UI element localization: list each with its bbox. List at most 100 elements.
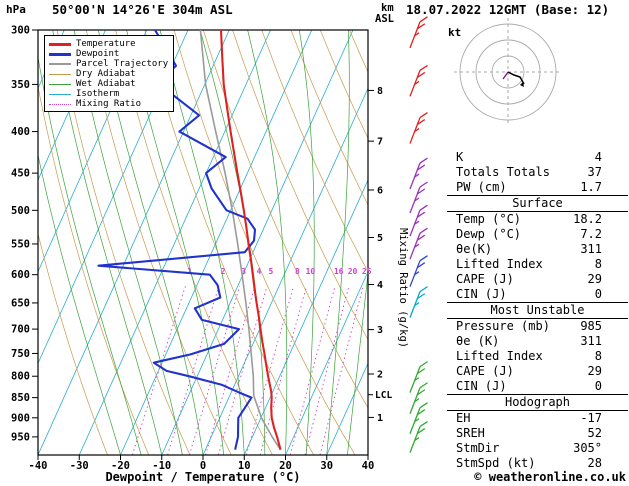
mixing-ratio-axis-label: Mixing Ratio (g/kg) xyxy=(397,228,409,348)
temperature-tick-label: -30 xyxy=(70,460,89,472)
stat-row: θe (K) 311 xyxy=(447,334,628,349)
legend-label: Parcel Trajectory xyxy=(76,59,169,69)
stat-row: CIN (J) 0 xyxy=(447,379,628,394)
stat-row: PW (cm) 1.7 xyxy=(447,180,628,195)
temperature-tick-label: -10 xyxy=(152,460,171,472)
temperature-tick-label: -20 xyxy=(111,460,130,472)
stat-label: CAPE (J) xyxy=(456,364,514,378)
wind-barb xyxy=(409,157,428,190)
skewt-svg: 3003504004505005506006507007508008509009… xyxy=(11,16,440,472)
stat-row: Lifted Index 8 xyxy=(447,349,628,364)
stat-label: K xyxy=(456,150,464,164)
mixing-ratio-value-label: 20 xyxy=(348,267,358,276)
wind-barb xyxy=(409,402,428,434)
stat-row: EH -17 xyxy=(447,411,628,426)
stat-value: 0 xyxy=(594,379,602,393)
wet-adiabat-line xyxy=(247,30,288,455)
wet-adiabat-line xyxy=(38,55,142,455)
stat-value: 8 xyxy=(594,349,602,363)
pressure-tick-label: 400 xyxy=(11,126,30,138)
pressure-tick-label: 500 xyxy=(11,205,30,217)
wet-adiabat-line xyxy=(389,30,440,455)
mixing-ratio-line xyxy=(245,286,294,455)
stat-value: 28 xyxy=(587,456,602,470)
pressure-tick-label: 350 xyxy=(11,79,30,91)
stat-value: 8 xyxy=(594,257,602,271)
stat-row: Lifted Index 8 xyxy=(447,257,628,272)
wet-adiabat-line xyxy=(98,30,204,455)
pressure-tick-label: 950 xyxy=(11,431,30,443)
stat-row: CAPE (J) 29 xyxy=(447,272,628,287)
stat-label: θe(K) xyxy=(456,242,493,256)
km-tick-label: 4 xyxy=(377,280,383,291)
mixing-ratio-line xyxy=(289,286,336,455)
stat-value: 37 xyxy=(587,165,602,179)
stat-row: CAPE (J) 29 xyxy=(447,364,628,379)
stat-value: 4 xyxy=(594,150,602,164)
legend-item: Dry Adiabat xyxy=(49,69,168,79)
x-axis-title: Dewpoint / Temperature (°C) xyxy=(105,470,301,484)
stat-label: Lifted Index xyxy=(456,257,543,271)
stat-value: 18.2 xyxy=(573,212,602,226)
km-tick-label: 3 xyxy=(377,325,383,336)
pressure-tick-label: 450 xyxy=(11,168,30,180)
wet-adiabat-line xyxy=(430,30,440,455)
legend-swatch xyxy=(49,93,71,95)
stat-row: SREH 52 xyxy=(447,426,628,441)
stat-label: EH xyxy=(456,411,471,425)
mixing-ratio-line xyxy=(131,286,186,455)
temperature-tick-label: 0 xyxy=(200,460,206,472)
stat-row: StmDir 305° xyxy=(447,441,628,456)
mixing-ratio-line xyxy=(319,286,364,455)
section-title: Hodograph xyxy=(447,394,628,411)
legend-item: Parcel Trajectory xyxy=(49,59,168,69)
section-title: Most Unstable xyxy=(447,302,628,319)
isotherm-line xyxy=(202,87,368,455)
legend-item: Mixing Ratio xyxy=(49,99,168,109)
temperature-tick-label: 40 xyxy=(362,460,375,472)
wind-barb xyxy=(409,286,428,318)
stat-value: 7.2 xyxy=(580,227,602,241)
wind-barb xyxy=(409,204,428,237)
temperature-tick-label: 30 xyxy=(320,460,333,472)
dry-adiabat-line xyxy=(115,30,273,455)
asl-axis-label: ASL xyxy=(375,13,394,25)
isotherm-line xyxy=(78,30,271,455)
km-tick-label: 2 xyxy=(377,370,383,381)
mixing-ratio-value-label: 10 xyxy=(306,267,316,276)
stat-label: θe (K) xyxy=(456,334,500,348)
dry-adiabat-line xyxy=(349,30,368,73)
datetime-title: 18.07.2022 12GMT (Base: 12) xyxy=(406,2,610,17)
pressure-tick-label: 550 xyxy=(11,238,30,250)
legend-swatch xyxy=(49,52,71,56)
dry-adiabat-line xyxy=(202,30,368,409)
dry-adiabat-line xyxy=(261,30,368,273)
wet-adiabat-line xyxy=(159,30,245,455)
stat-value: 985 xyxy=(580,319,602,333)
legend-swatch xyxy=(49,63,71,65)
stat-value: 1.7 xyxy=(580,180,602,194)
legend-item: Temperature xyxy=(49,39,168,49)
isotherm-line xyxy=(326,362,368,455)
hodograph-trace xyxy=(507,71,525,85)
lcl-label: LCL xyxy=(375,390,392,401)
legend-label: Dewpoint xyxy=(76,49,120,59)
mixing-ratio-value-label: 1 xyxy=(187,267,192,276)
sounding-profiles xyxy=(97,30,282,451)
km-tick-label: 7 xyxy=(377,137,383,148)
wet-adiabat-line xyxy=(73,30,183,455)
mixing-ratio-line xyxy=(188,286,241,455)
background-lines xyxy=(38,30,440,455)
dry-adiabat-line xyxy=(56,30,191,455)
km-tick-label: 5 xyxy=(377,233,383,244)
pressure-tick-label: 300 xyxy=(11,25,30,37)
mixing-ratio-value-label: 4 xyxy=(256,267,261,276)
stats-table: K 4 Totals Totals 37 PW (cm) 1.7 Surface Temp (… xyxy=(447,150,628,471)
mixing-ratio-line xyxy=(217,286,268,455)
km-axis-label: km xyxy=(381,2,394,14)
mixing-ratio-line xyxy=(304,286,350,455)
stat-label: StmDir xyxy=(456,441,500,455)
isotherm-line xyxy=(243,179,368,455)
